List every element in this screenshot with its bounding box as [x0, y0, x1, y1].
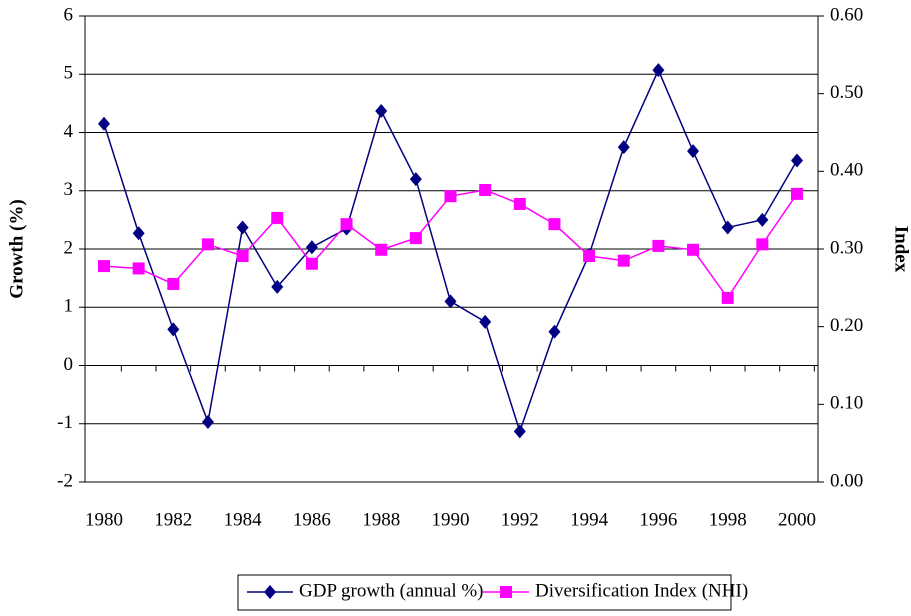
point: [98, 116, 110, 131]
y2-axis-title: Index: [891, 226, 911, 273]
y-tick-label: 6: [64, 4, 74, 25]
y-tick-label: 5: [64, 63, 74, 84]
y-tick-label: -2: [57, 470, 73, 491]
point: [132, 262, 145, 275]
y2-tick-label: 0.40: [830, 160, 863, 181]
y-tick-label: 3: [64, 179, 74, 200]
point: [409, 172, 422, 187]
point: [375, 103, 388, 118]
point: [548, 218, 561, 231]
point: [236, 220, 249, 235]
legend-marker: [500, 586, 512, 598]
y2-tick-label: 0.00: [830, 470, 863, 491]
x-tick-label: 1986: [293, 509, 331, 530]
point: [201, 415, 214, 430]
legend-label: Diversification Index (NHI): [535, 580, 748, 601]
point: [340, 218, 353, 231]
point: [721, 291, 734, 304]
x-tick-label: 1992: [501, 509, 539, 530]
x-tick-label: 1990: [432, 509, 470, 530]
point: [756, 238, 769, 251]
x-tick-label: 2000: [778, 509, 816, 530]
x-tick-label: 1988: [362, 509, 400, 530]
x-tick-label: 1998: [709, 509, 747, 530]
point: [201, 238, 214, 251]
x-tick-label: 1984: [224, 509, 263, 530]
y-tick-label: 1: [64, 296, 74, 317]
y-tick-label: 0: [64, 354, 74, 375]
point: [132, 226, 145, 241]
x-tick-label: 1994: [570, 509, 609, 530]
point: [687, 243, 700, 256]
point: [721, 220, 734, 235]
point: [617, 140, 630, 155]
point: [167, 277, 180, 290]
point: [271, 211, 284, 224]
point: [236, 249, 249, 262]
point: [375, 243, 388, 256]
y2-tick-label: 0.10: [830, 393, 863, 414]
y2-tick-label: 0.20: [830, 315, 863, 336]
point: [479, 183, 492, 196]
y-tick-label: -1: [57, 412, 73, 433]
point: [444, 294, 457, 309]
point: [444, 190, 457, 203]
y-tick-label: 2: [64, 237, 74, 258]
point: [409, 232, 422, 245]
point: [98, 260, 110, 273]
legend-label: GDP growth (annual %): [299, 580, 484, 601]
y2-tick-label: 0.60: [830, 4, 863, 25]
point: [652, 239, 665, 252]
point: [305, 257, 318, 270]
point: [756, 212, 769, 227]
point: [617, 254, 630, 267]
point: [305, 240, 318, 255]
point: [167, 322, 180, 337]
point: [791, 187, 803, 200]
point: [652, 63, 665, 78]
point: [583, 249, 596, 262]
x-tick-label: 1982: [154, 509, 192, 530]
y2-tick-label: 0.50: [830, 82, 863, 103]
point: [791, 153, 803, 168]
point: [548, 324, 561, 339]
x-tick-label: 1996: [639, 509, 677, 530]
point: [271, 279, 284, 294]
point: [479, 314, 492, 329]
legend-marker: [264, 585, 276, 599]
point: [687, 144, 700, 159]
y-tick-label: 4: [64, 121, 74, 142]
y-axis-title: Growth (%): [6, 199, 27, 298]
point: [513, 197, 526, 210]
y2-tick-label: 0.30: [830, 237, 863, 258]
x-tick-label: 1980: [85, 509, 123, 530]
point: [513, 424, 526, 439]
